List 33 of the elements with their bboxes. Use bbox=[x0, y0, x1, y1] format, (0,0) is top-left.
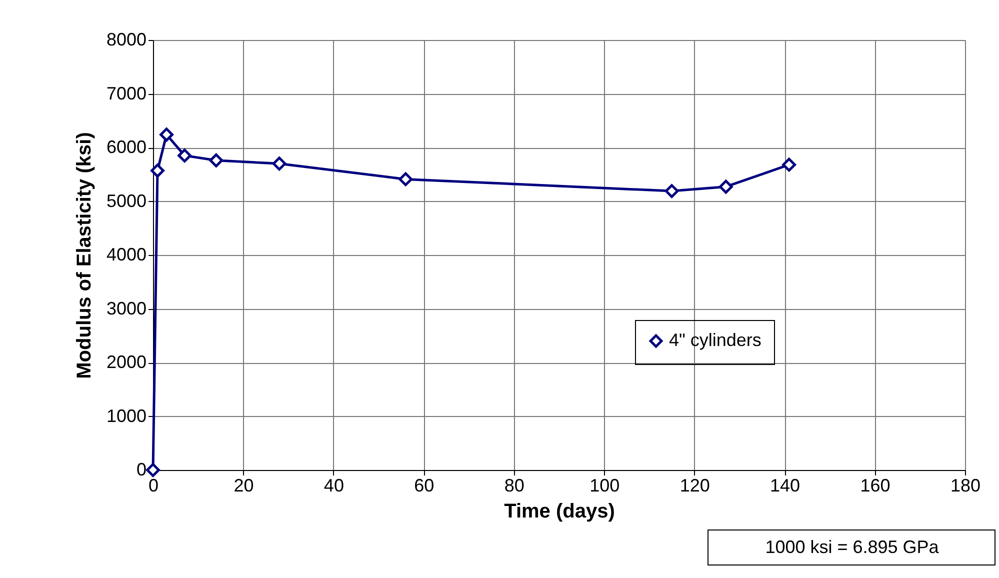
point bbox=[160, 128, 174, 142]
x-tick-label: 40 bbox=[324, 476, 344, 496]
y-tick-label: 4000 bbox=[106, 244, 146, 264]
x-tick-label: 20 bbox=[234, 476, 254, 496]
point bbox=[718, 180, 733, 194]
point bbox=[398, 172, 413, 186]
point bbox=[272, 156, 286, 171]
y-tick-label: 7000 bbox=[106, 83, 146, 104]
y-tick-label: 3000 bbox=[106, 298, 146, 318]
x-tick-label: 140 bbox=[770, 476, 800, 496]
x-axis-title: Time (days) bbox=[504, 500, 615, 522]
y-tick-label: 6000 bbox=[106, 137, 146, 157]
x-tick-label: 60 bbox=[414, 476, 434, 496]
x-tick-label: 100 bbox=[590, 476, 620, 496]
x-tick-label: 180 bbox=[950, 476, 981, 496]
y-tick-label: 5000 bbox=[106, 190, 146, 211]
x-tick-label: 120 bbox=[680, 476, 710, 496]
point bbox=[146, 463, 160, 477]
point bbox=[150, 164, 164, 178]
point bbox=[664, 184, 679, 198]
point bbox=[782, 158, 796, 172]
x-tick-label: 0 bbox=[148, 476, 159, 496]
legend-label: 4" cylinders bbox=[669, 330, 762, 350]
y-tick-label: 8000 bbox=[106, 30, 146, 50]
x-tick-label: 160 bbox=[860, 476, 890, 496]
y-tick-label: 1000 bbox=[106, 406, 146, 426]
y-tick-label: 2000 bbox=[106, 352, 146, 372]
point bbox=[209, 153, 224, 168]
y-tick-label: 0 bbox=[136, 460, 146, 480]
x-tick-label: 80 bbox=[504, 476, 524, 496]
point bbox=[178, 148, 192, 163]
text: 1000 ksi = 6.895 GPa bbox=[765, 537, 940, 557]
y-axis-title: Modulus of Elasticity (ksi) bbox=[73, 132, 96, 379]
